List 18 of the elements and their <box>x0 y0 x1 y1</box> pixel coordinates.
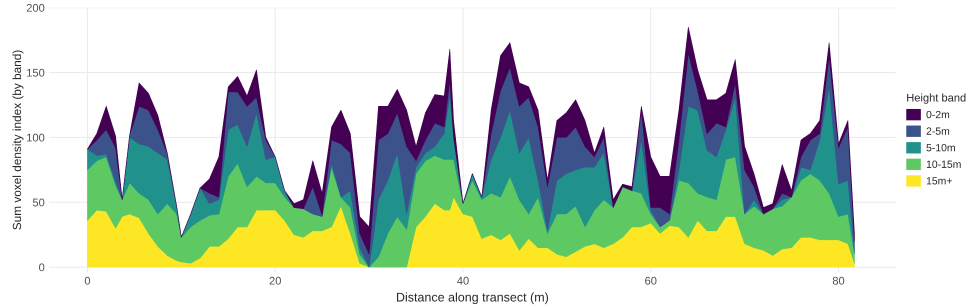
legend-label: 0-2m <box>926 110 950 118</box>
x-tick-label: 60 <box>645 276 656 285</box>
y-tick-label: 50 <box>32 198 44 206</box>
y-tick-label: 0 <box>39 263 44 272</box>
legend-label: 5-10m <box>926 144 955 152</box>
legend-label: 10-15m <box>926 160 961 168</box>
x-tick-label: 40 <box>457 276 469 285</box>
x-axis-title: Distance along transect (m) <box>396 292 548 304</box>
y-axis-title: Sum voxel density index (by band) <box>12 50 24 230</box>
y-tick-label: 150 <box>27 68 44 77</box>
x-tick-label: 80 <box>832 276 844 285</box>
x-tick-label: 0 <box>84 276 90 285</box>
y-tick-label: 200 <box>26 4 44 12</box>
y-tick-label: 100 <box>27 134 44 142</box>
legend-label: 15m+ <box>926 177 952 184</box>
legend-title: Height band <box>907 93 966 104</box>
legend-label: 2-5m <box>926 127 950 135</box>
x-tick-label: 20 <box>270 276 281 285</box>
